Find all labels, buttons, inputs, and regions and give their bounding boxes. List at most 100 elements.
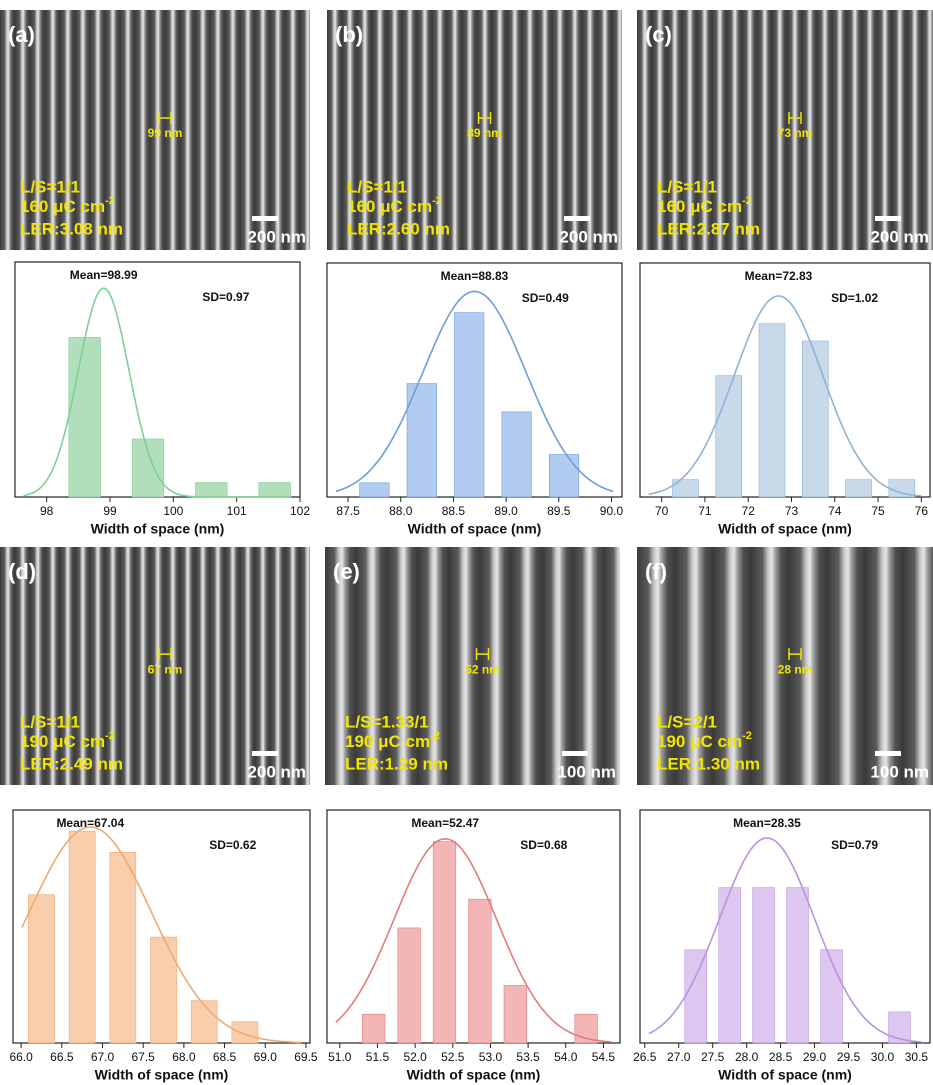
- bar: [718, 887, 741, 1044]
- x-tick-label: 69.5: [294, 1050, 318, 1064]
- x-tick-label: 52.5: [441, 1050, 465, 1064]
- bar: [672, 479, 699, 498]
- sd-label: SD=0.79: [831, 838, 878, 852]
- x-tick-label: 90.0: [600, 504, 624, 518]
- bar: [468, 898, 492, 1044]
- bar: [362, 1013, 386, 1044]
- bar: [397, 927, 421, 1044]
- mean-label: Mean=28.35: [733, 816, 801, 830]
- width-marker: [475, 648, 490, 661]
- bar: [454, 312, 485, 498]
- dose-text: 160 μC cm: [20, 197, 105, 216]
- ratio-label: L/S=1.33/1: [345, 712, 429, 731]
- scale-bar: [875, 751, 901, 756]
- width-marker: [158, 112, 172, 124]
- sd-label: SD=0.49: [522, 291, 569, 305]
- x-tick-label: 87.5: [336, 504, 360, 518]
- dose-exponent: -2: [742, 730, 752, 742]
- scale-bar: [875, 216, 901, 221]
- bar: [432, 841, 457, 1044]
- x-tick-label: 26.5: [633, 1050, 657, 1064]
- histogram: 87.5 88.0 88.5 89.0 89.5 90.0 Mean=88.83 SD=0.4…: [326, 262, 624, 537]
- x-tick-label: 53.0: [479, 1050, 503, 1064]
- x-axis-label: Width of space (nm): [718, 521, 852, 537]
- dose-text: 190 μC cm: [20, 732, 105, 751]
- fit-curve: [648, 837, 922, 1043]
- x-tick-label: 53.5: [516, 1050, 540, 1064]
- x-tick-label: 74: [828, 504, 842, 518]
- ler-label: LER:1.29 nm: [345, 754, 448, 773]
- panel-tag: (e): [333, 559, 360, 584]
- bar: [195, 482, 228, 498]
- dose-label: 190 μC cm-2: [20, 730, 115, 752]
- x-axis-label: Width of space (nm): [408, 521, 542, 537]
- bar: [501, 411, 532, 498]
- histogram: 26.5 27.0 27.5 28.0 28.5 29.0 29.5 30.0 30.5 Mean…: [633, 809, 931, 1083]
- x-tick-label: 72: [742, 504, 756, 518]
- width-marker: [477, 112, 492, 124]
- mean-label: Mean=98.99: [70, 268, 138, 282]
- fit-curve: [21, 826, 302, 1044]
- x-tick-label: 29.5: [837, 1050, 861, 1064]
- bar: [68, 337, 101, 498]
- plot-frame: [639, 809, 931, 1044]
- x-tick-label: 29.0: [803, 1050, 827, 1064]
- x-tick-label: 54.0: [554, 1050, 578, 1064]
- bar: [503, 985, 527, 1044]
- x-tick-label: 102: [290, 504, 310, 518]
- sem-background: [327, 10, 622, 250]
- x-tick-label: 99: [103, 504, 117, 518]
- dose-exponent: -2: [742, 195, 752, 207]
- sem-background: [637, 547, 933, 785]
- dose-label: 190 μC cm-2: [657, 730, 752, 752]
- x-tick-label: 68.5: [213, 1050, 237, 1064]
- scale-label: 200 nm: [247, 762, 306, 781]
- histogram: 51.0 51.5 52.0 52.5 53.0 53.5 54.0 54.5 Mean=52.…: [326, 809, 621, 1083]
- dose-exponent: -2: [432, 195, 442, 207]
- scale-label: 200 nm: [559, 227, 618, 246]
- x-tick-label: 88.5: [442, 504, 466, 518]
- x-tick-label: 69.0: [254, 1050, 278, 1064]
- scale-label: 200 nm: [870, 227, 929, 246]
- scale-bar: [562, 751, 588, 756]
- x-tick-label: 30.5: [905, 1050, 929, 1064]
- dose-label: 160 μC cm-2: [657, 195, 752, 217]
- width-label: 73 nm: [778, 126, 813, 140]
- mean-label: Mean=67.04: [56, 816, 124, 830]
- sd-label: SD=0.62: [209, 838, 256, 852]
- bar: [684, 949, 707, 1044]
- bar: [752, 887, 775, 1044]
- dose-text: 190 μC cm: [657, 732, 742, 751]
- dose-text: 160 μC cm: [347, 197, 432, 216]
- scale-bar: [252, 751, 278, 756]
- histogram: 66.0 66.5 67.0 67.5 68.0 68.5 69.0 69.5 Mean=67.…: [9, 809, 318, 1083]
- ratio-label: L/S=2/1: [657, 712, 717, 731]
- x-tick-label: 75: [871, 504, 885, 518]
- x-tick-label: 28.5: [769, 1050, 793, 1064]
- x-tick-label: 76: [915, 504, 929, 518]
- sd-label: SD=0.68: [520, 838, 567, 852]
- x-tick-label: 27.0: [667, 1050, 691, 1064]
- x-tick-label: 98: [40, 504, 54, 518]
- x-tick-label: 89.0: [494, 504, 518, 518]
- x-tick-label: 100: [163, 504, 183, 518]
- width-label: 99 nm: [148, 126, 183, 140]
- ratio-label: L/S=1/1: [20, 712, 80, 731]
- panel-tag: (c): [645, 22, 672, 47]
- sem-background: [325, 547, 620, 785]
- bar: [845, 479, 872, 498]
- dose-text: 190 μC cm: [345, 732, 430, 751]
- fit-curve: [335, 290, 614, 493]
- bar: [786, 887, 809, 1044]
- width-label: 28 nm: [778, 662, 813, 676]
- x-tick-label: 68.0: [172, 1050, 196, 1064]
- x-tick-label: 67.5: [132, 1050, 156, 1064]
- mean-label: Mean=72.83: [745, 269, 813, 283]
- bar: [150, 936, 177, 1044]
- x-tick-label: 28.0: [735, 1050, 759, 1064]
